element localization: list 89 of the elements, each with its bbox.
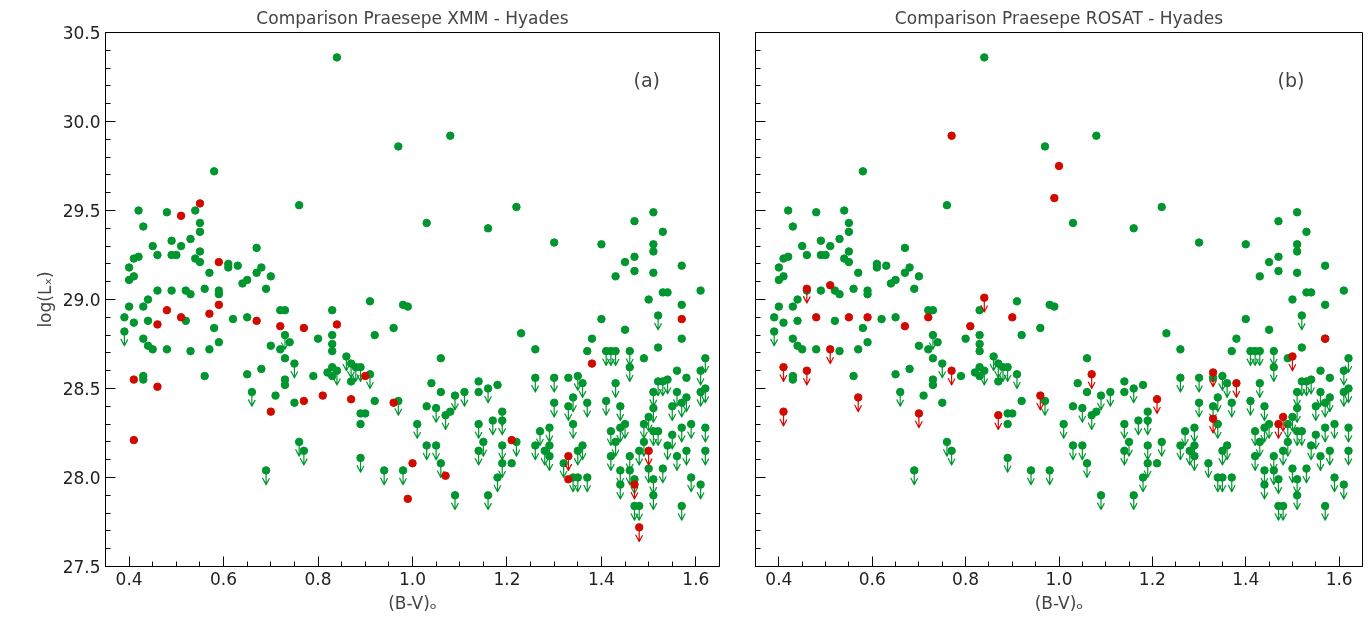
annotation: (a) (633, 69, 661, 92)
point (346, 394, 356, 404)
point (947, 366, 956, 375)
point (361, 371, 370, 381)
chart-title: Comparison Praesepe XMM - Hyades (256, 7, 569, 28)
point (844, 313, 854, 322)
point (214, 257, 224, 267)
point (403, 494, 413, 504)
x-tick-label: 1.0 (398, 568, 427, 589)
x-tick-label: 1.6 (1325, 568, 1353, 589)
point (129, 435, 139, 445)
point (153, 382, 162, 391)
point (914, 409, 924, 418)
x-tick-label: 0.4 (115, 568, 143, 589)
point (564, 475, 573, 484)
point (825, 345, 835, 354)
point (441, 471, 450, 480)
point (1050, 193, 1059, 203)
x-tick-label: 1.4 (1232, 568, 1260, 589)
point (266, 407, 276, 416)
y-axis-title: log(Lₓ) (34, 271, 55, 328)
point (1008, 313, 1017, 322)
point (389, 398, 398, 407)
y-tick-label: 30.0 (62, 112, 101, 132)
point (863, 313, 872, 322)
x-axis-title: (B-V)ₒ (388, 592, 437, 613)
point (966, 321, 975, 331)
x-tick-label: 1.4 (587, 568, 615, 589)
x-tick-label: 0.8 (304, 568, 332, 589)
point (587, 359, 597, 368)
point (802, 366, 812, 375)
point (205, 309, 214, 318)
point (811, 313, 821, 322)
x-tick-label: 0.8 (952, 568, 980, 589)
point (1152, 394, 1162, 404)
point (507, 435, 516, 445)
y-tick-label: 30.5 (62, 23, 101, 43)
y-tick-label: 27.5 (62, 557, 101, 577)
x-tick-label: 0.4 (765, 568, 793, 589)
point (924, 313, 933, 322)
annotation: (b) (1277, 69, 1305, 92)
point (299, 323, 309, 333)
point (332, 320, 342, 329)
point (779, 407, 788, 416)
point (252, 316, 261, 326)
x-tick-label: 0.6 (210, 568, 238, 589)
point (1054, 161, 1064, 171)
x-tick-label: 1.2 (1138, 568, 1166, 589)
x-tick-label: 1.6 (682, 568, 710, 589)
point (1208, 368, 1218, 377)
point (900, 321, 910, 331)
y-tick-label: 29.0 (62, 290, 101, 310)
point (634, 523, 644, 532)
point (644, 446, 653, 456)
point (564, 451, 573, 461)
y-tick-label: 28.5 (62, 379, 101, 399)
point (214, 300, 224, 310)
x-tick-label: 1.0 (1045, 568, 1073, 589)
point (1274, 419, 1283, 429)
x-tick-label: 0.6 (858, 568, 886, 589)
point (825, 281, 835, 290)
point (1278, 412, 1288, 422)
point (276, 321, 285, 331)
point (299, 396, 309, 406)
point (980, 293, 989, 302)
point (1087, 370, 1096, 379)
point (129, 375, 139, 384)
point (176, 313, 186, 322)
point (1208, 414, 1218, 423)
point (1288, 352, 1297, 361)
x-axis-title: (B-V)ₒ (1034, 592, 1084, 613)
point (195, 199, 205, 208)
x-tick-label: 1.2 (493, 568, 521, 589)
y-tick-label: 29.5 (62, 201, 101, 221)
chart-title: Comparison Praesepe ROSAT - Hyades (894, 7, 1224, 28)
point (1232, 378, 1241, 388)
point (162, 305, 172, 315)
point (630, 480, 639, 489)
point (153, 320, 162, 329)
point (408, 459, 417, 468)
point (1036, 391, 1045, 400)
point (947, 131, 956, 140)
point (318, 391, 328, 400)
point (779, 362, 788, 372)
point (994, 410, 1003, 420)
point (853, 393, 863, 402)
y-tick-label: 28.0 (62, 468, 101, 488)
point (677, 314, 686, 324)
point (176, 211, 186, 221)
